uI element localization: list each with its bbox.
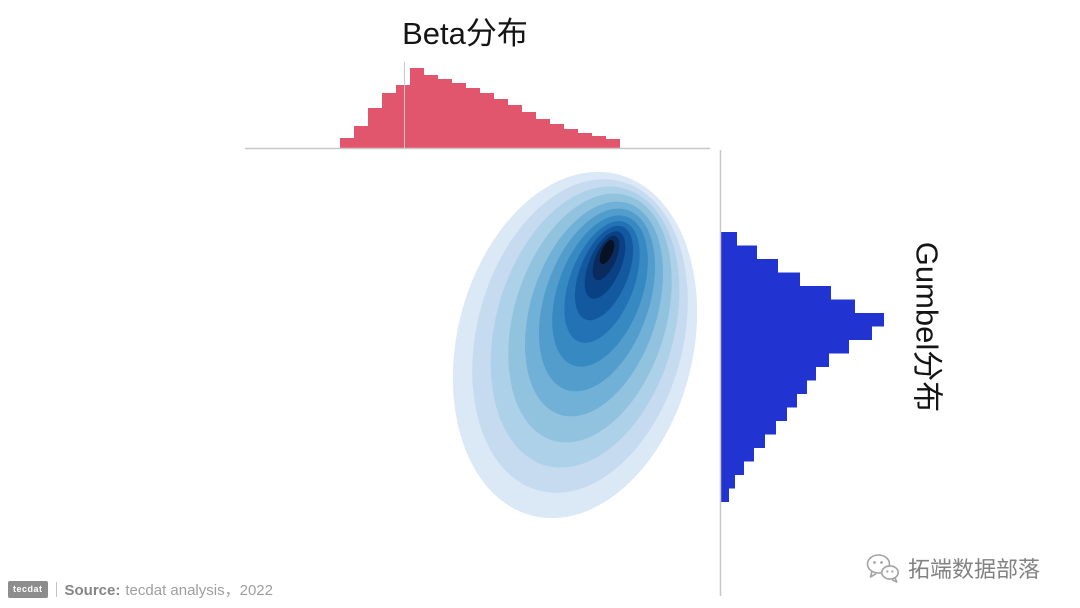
- beta-histogram: [340, 68, 620, 148]
- brand: 拓端数据部落: [865, 552, 1040, 584]
- brand-text: 拓端数据部落: [907, 557, 1040, 582]
- source-line: tecdat Source: tecdat analysis，2022: [8, 579, 273, 600]
- source-text: tecdat analysis，2022: [125, 582, 273, 599]
- source-label: Source:: [64, 582, 121, 599]
- source-text-line: Source: tecdat analysis，2022: [65, 579, 273, 600]
- gumbel-histogram: [721, 232, 884, 502]
- chart-title-gumbel: Gumbel分布: [909, 241, 945, 413]
- chart-title-beta: Beta分布: [402, 16, 528, 51]
- wechat-icon: [866, 553, 899, 583]
- logo-divider: [55, 582, 57, 597]
- tecdat-logo: tecdat: [8, 581, 48, 598]
- axes: [245, 62, 722, 596]
- density-contour: [452, 171, 698, 519]
